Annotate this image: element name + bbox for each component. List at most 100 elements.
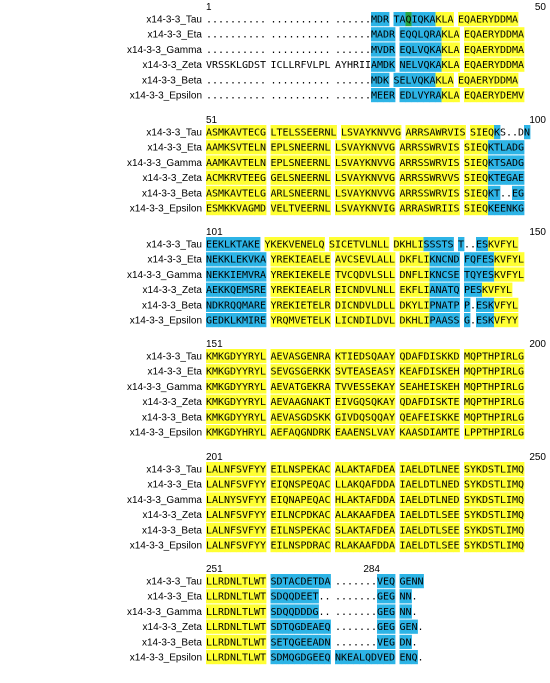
residue: P (429, 300, 435, 311)
residue: M (371, 45, 377, 56)
residue-shading (506, 313, 513, 328)
residue: D (383, 30, 389, 41)
residue: V (236, 173, 242, 184)
residue-shading (482, 155, 489, 170)
sequence-name: x14-3-3_Eta (148, 367, 203, 378)
residue-shading (476, 185, 483, 200)
residue: A (435, 428, 441, 439)
residue: E (260, 285, 266, 296)
residue: G (224, 352, 230, 363)
residue-shading (254, 185, 261, 200)
residue: C (276, 60, 282, 71)
residue-shading (429, 72, 436, 87)
residue: N (399, 607, 405, 618)
sequence-name: x14-3-3_Epsilon (130, 316, 202, 327)
residue-shading (500, 297, 507, 312)
residue-shading (318, 538, 325, 553)
residue: . (359, 622, 365, 633)
residue-shading (318, 462, 325, 477)
residue-shading (306, 589, 313, 604)
residue: R (405, 188, 412, 199)
residue-shading (377, 252, 384, 267)
residue-shading (453, 349, 460, 364)
residue: R (324, 285, 331, 296)
residue-shading (494, 364, 501, 379)
residue-shading (411, 42, 418, 57)
residue: Y (270, 270, 276, 281)
residue-shading (500, 379, 507, 394)
residue: G (389, 592, 395, 603)
residue: Y (270, 285, 276, 296)
residue: N (371, 158, 377, 169)
residue-shading (441, 409, 448, 424)
residue-shading (248, 462, 255, 477)
residue-shading (482, 394, 489, 409)
residue-shading (312, 252, 319, 267)
sequence-name: x14-3-3_Eta (148, 480, 203, 491)
residue: E (300, 637, 306, 648)
residue: R (248, 428, 255, 439)
residue: R (389, 45, 396, 56)
residue: E (276, 382, 282, 393)
residue: I (276, 541, 282, 552)
residue: E (353, 367, 359, 378)
residue-shading (236, 201, 243, 216)
residue: E (518, 173, 524, 184)
residue-shading (377, 313, 384, 328)
residue-shading (494, 185, 501, 200)
residue: V (377, 204, 383, 215)
residue: T (393, 15, 399, 26)
residue-shading (506, 282, 513, 297)
residue-shading (270, 492, 277, 507)
residue-shading (482, 477, 489, 492)
residue: Q (518, 480, 524, 491)
residue: D (371, 653, 377, 664)
residue: K (206, 412, 212, 423)
residue-shading (318, 237, 325, 252)
residue: N (230, 622, 236, 633)
residue-shading (377, 267, 384, 282)
residue-shading (254, 379, 261, 394)
residue: L (254, 143, 260, 154)
residue-shading (312, 574, 319, 589)
residue: A (312, 622, 318, 633)
residue: K (218, 412, 224, 423)
residue: Y (359, 173, 365, 184)
residue-shading (300, 237, 307, 252)
residue: L (236, 577, 242, 588)
residue: M (288, 316, 294, 327)
residue-shading (488, 297, 495, 312)
residue-shading (248, 477, 255, 492)
residue: Y (500, 285, 506, 296)
residue: V (270, 204, 276, 215)
residue: Y (260, 541, 266, 552)
residue: I (365, 316, 371, 327)
residue: . (371, 607, 377, 618)
residue-shading (254, 589, 261, 604)
residue: L (206, 592, 212, 603)
residue: . (282, 45, 288, 56)
residue: A (441, 300, 447, 311)
residue-shading (218, 379, 225, 394)
residue: K (324, 316, 330, 327)
residue-shading (371, 522, 378, 537)
residue-shading (312, 507, 319, 522)
residue: L (518, 255, 524, 266)
residue-shading (312, 650, 319, 665)
residue: Q (482, 173, 488, 184)
residue-shading (288, 379, 295, 394)
sequence-name: x14-3-3_Epsilon (130, 428, 202, 439)
residue-shading (365, 477, 372, 492)
sequence-name: x14-3-3_Epsilon (130, 653, 202, 664)
residue-shading (389, 409, 396, 424)
residue: Q (470, 352, 476, 363)
residue-shading (482, 282, 489, 297)
residue: A (476, 91, 482, 102)
residue-shading (248, 589, 255, 604)
residue: . (335, 607, 341, 618)
residue-shading (435, 522, 442, 537)
residue-shading (423, 364, 430, 379)
residue: L (282, 188, 288, 199)
residue-shading (236, 574, 243, 589)
residue: F (417, 352, 423, 363)
